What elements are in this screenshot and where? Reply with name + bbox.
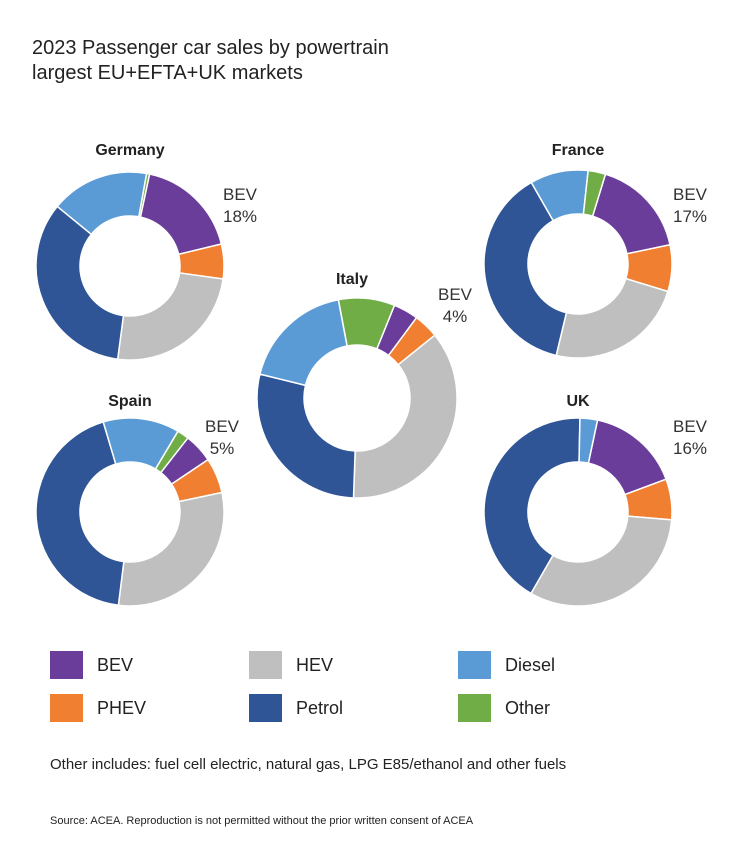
legend-label-diesel: Diesel xyxy=(505,654,556,675)
legend-item-petrol: Petrol xyxy=(249,694,343,722)
slice-france-hev xyxy=(555,277,669,359)
callout-label-uk: BEV xyxy=(673,417,708,436)
title-line-1: 2023 Passenger car sales by powertrain xyxy=(32,37,389,59)
donut-germany: Germany BEV 18% xyxy=(35,142,258,361)
callout-label-france: BEV xyxy=(673,185,708,204)
legend-swatch-petrol xyxy=(249,694,282,722)
legend-item-hev: HEV xyxy=(249,651,333,679)
donut-title-germany: Germany xyxy=(95,142,164,159)
legend-label-other: Other xyxy=(505,697,551,718)
chart-title: 2023 Passenger car sales by powertrain l… xyxy=(32,36,389,86)
slice-france-bev xyxy=(591,173,671,255)
legend-item-phev: PHEV xyxy=(50,694,146,722)
legend-label-phev: PHEV xyxy=(97,697,147,718)
slice-italy-petrol xyxy=(256,373,356,499)
callout-value-italy: 4% xyxy=(443,307,468,326)
donut-france: France BEV 17% xyxy=(483,142,708,359)
slice-germany-petrol xyxy=(35,205,125,361)
legend-label-bev: BEV xyxy=(97,654,134,675)
slice-spain-petrol xyxy=(35,420,125,607)
legend-label-petrol: Petrol xyxy=(296,697,344,718)
donut-title-uk: UK xyxy=(566,393,590,410)
slice-uk-petrol xyxy=(483,417,581,595)
donut-italy: Italy BEV 4% xyxy=(256,271,473,499)
donut-title-italy: Italy xyxy=(336,271,368,288)
slice-france-other xyxy=(582,169,607,218)
legend-item-diesel: Diesel xyxy=(458,651,555,679)
slice-france-petrol xyxy=(483,181,568,357)
legend-label-hev: HEV xyxy=(296,654,334,675)
footnote: Other includes: fuel cell electric, natu… xyxy=(50,756,567,773)
slice-uk-diesel xyxy=(578,417,599,464)
slice-germany-bev xyxy=(139,173,223,256)
callout-label-spain: BEV xyxy=(205,417,240,436)
callout-label-germany: BEV xyxy=(223,185,258,204)
slice-uk-hev xyxy=(529,515,673,607)
slice-spain-hev xyxy=(117,491,225,607)
legend-swatch-diesel xyxy=(458,651,491,679)
callout-value-spain: 5% xyxy=(210,439,235,458)
donut-spain: Spain BEV 5% xyxy=(35,393,240,607)
slice-italy-hev xyxy=(352,334,458,499)
legend-item-other: Other xyxy=(458,694,550,722)
donut-uk: UK BEV 16% xyxy=(483,393,708,607)
legend-swatch-hev xyxy=(249,651,282,679)
slice-italy-other xyxy=(337,297,396,350)
slice-italy-diesel xyxy=(258,298,349,387)
slice-germany-other xyxy=(137,172,151,218)
legend-swatch-bev xyxy=(50,651,83,679)
donut-title-spain: Spain xyxy=(108,393,152,410)
callout-value-uk: 16% xyxy=(673,439,707,458)
title-line-2: largest EU+EFTA+UK markets xyxy=(32,62,303,84)
legend-item-bev: BEV xyxy=(50,651,133,679)
donut-charts: Germany BEV 18% France BEV 17% Italy BEV 4% Spain… xyxy=(35,142,708,607)
callout-value-germany: 18% xyxy=(223,207,257,226)
source-note: Source: ACEA. Reproduction is not permit… xyxy=(50,815,474,827)
legend-swatch-other xyxy=(458,694,491,722)
slice-spain-other xyxy=(154,430,189,474)
slice-germany-hev xyxy=(116,272,224,361)
legend-swatch-phev xyxy=(50,694,83,722)
donut-title-france: France xyxy=(552,142,605,159)
callout-label-italy: BEV xyxy=(438,285,473,304)
callout-value-france: 17% xyxy=(673,207,707,226)
